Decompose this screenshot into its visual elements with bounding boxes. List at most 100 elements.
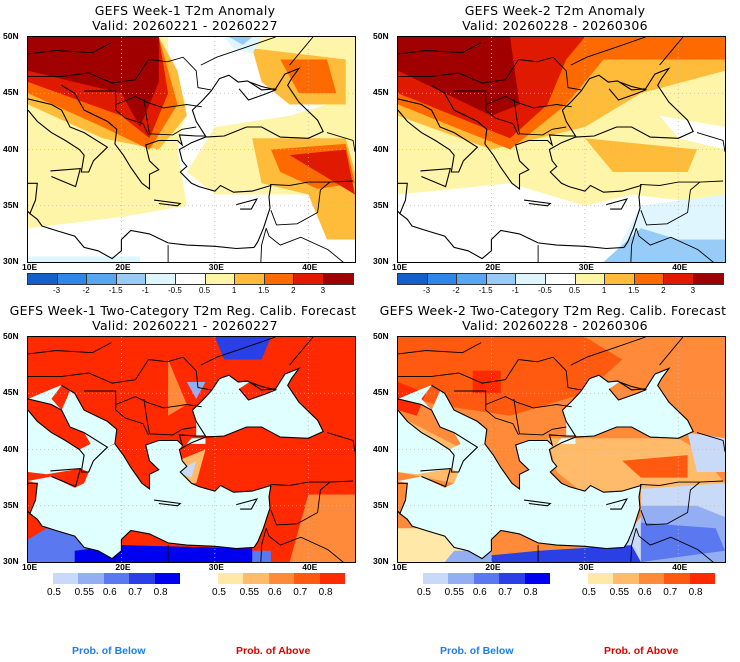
lat-label: 35N — [3, 199, 19, 210]
country-border — [289, 37, 314, 66]
lat-label: 45N — [3, 87, 19, 98]
country-border — [28, 42, 112, 55]
coastline-egypt — [399, 513, 625, 560]
colorbar-tick: 0.5 — [47, 587, 61, 598]
map-canvas — [398, 337, 725, 562]
colorbar-tick: 1 — [601, 286, 607, 295]
country-border — [398, 42, 482, 55]
country-border — [485, 396, 572, 409]
lon-label: 10E — [392, 262, 408, 272]
lon-label: 10E — [22, 562, 38, 572]
colorbar-tick: 1.5 — [628, 286, 640, 295]
shaded-region — [186, 382, 206, 399]
colorbar-swatch — [319, 573, 345, 584]
coastline-sicily — [50, 167, 82, 188]
colorbar-tick: -2 — [452, 286, 460, 295]
legend-prob-above-1: Prob. of Above — [236, 645, 311, 657]
colorbar-swatch — [689, 573, 715, 584]
lon-label: 40E — [302, 262, 318, 272]
country-border — [270, 181, 331, 226]
shaded-region — [289, 149, 355, 195]
colorbar-swatch — [268, 573, 295, 584]
colorbar-swatch — [605, 274, 635, 284]
panel-title: GEFS Week-2 Two-Category T2m Reg. Calib.… — [379, 303, 727, 318]
coastline-cyprus — [236, 198, 259, 210]
colorbar-swatch — [218, 573, 244, 584]
shaded-region — [228, 37, 253, 45]
map-canvas — [28, 337, 355, 562]
colorbar-swatch — [323, 274, 353, 284]
coastline-italy — [398, 398, 479, 473]
country-border — [270, 481, 331, 526]
lon-label: 30E — [208, 562, 224, 572]
country-border — [570, 37, 646, 66]
colorbar-swatch — [116, 274, 147, 284]
colorbar-tick: 0.7 — [663, 587, 678, 598]
colorbar-tick: 0.5 — [568, 286, 581, 295]
prob-below-colorbar — [53, 573, 180, 584]
map-panel-2: GEFS Week-2 T2m Anomaly Valid: 20260228 -… — [370, 0, 740, 300]
shaded-region — [398, 337, 623, 416]
country-border — [28, 342, 112, 355]
country-border — [326, 132, 355, 152]
country-border — [28, 59, 149, 84]
lat-label: 40N — [3, 443, 19, 454]
shaded-region — [289, 494, 355, 562]
lon-label: 20E — [115, 262, 131, 272]
country-border — [143, 398, 197, 436]
country-border — [326, 432, 355, 452]
legend-prob-below-2: Prob. of Below — [440, 645, 514, 657]
panel-title: GEFS Week-1 Two-Category T2m Reg. Calib.… — [9, 303, 357, 318]
colorbar-tick: 0.8 — [318, 587, 333, 598]
colorbar-tick: 1.5 — [258, 286, 270, 295]
country-border — [260, 528, 267, 562]
coastline-balkans — [61, 67, 324, 248]
anomaly-colorbar — [397, 273, 724, 285]
coastline-cyprus — [606, 498, 629, 510]
country-border — [269, 180, 354, 186]
shaded-region — [491, 545, 641, 562]
shaded-region — [224, 37, 262, 54]
colorbar-swatch — [398, 274, 428, 284]
shaded-region — [280, 59, 337, 94]
colorbar-swatch — [146, 274, 176, 284]
lat-label: 30N — [373, 556, 389, 566]
colorbar-swatch — [427, 274, 458, 284]
sea-mask — [562, 368, 694, 439]
colorbar-swatch — [129, 573, 155, 584]
colorbar-swatch — [664, 274, 694, 284]
colorbar-swatch — [154, 573, 180, 584]
colorbar-tick: 2 — [661, 286, 666, 295]
country-border — [696, 432, 725, 452]
colorbar-swatch — [294, 573, 320, 584]
country-border — [84, 90, 149, 136]
colorbar-swatch — [613, 573, 639, 584]
shaded-region — [687, 432, 725, 472]
country-border — [398, 359, 519, 384]
sea-mask — [398, 385, 641, 559]
country-border — [454, 390, 519, 436]
colorbar-tick: -1 — [511, 286, 519, 295]
map-panel-1: GEFS Week-1 T2m Anomaly Valid: 20260221 -… — [0, 0, 370, 300]
coastline-italy — [28, 398, 109, 473]
colorbar-swatch — [693, 274, 723, 284]
colorbar-tick: 0.5 — [417, 587, 431, 598]
lon-label: 40E — [672, 262, 688, 272]
colorbar-tick: 0.6 — [637, 587, 652, 598]
country-border — [289, 337, 314, 366]
colorbar-tick: 0.5 — [198, 286, 211, 295]
coastline-balkans — [431, 67, 694, 248]
colorbar-tick: 0.55 — [239, 587, 260, 598]
lon-label: 10E — [392, 562, 408, 572]
country-border — [265, 228, 344, 262]
country-border — [265, 528, 344, 562]
map-area — [397, 336, 726, 563]
lon-label: 20E — [115, 562, 131, 572]
shaded-region — [28, 256, 141, 262]
colorbar-swatch — [175, 274, 206, 284]
country-border — [630, 528, 637, 562]
panel-title: GEFS Week-2 T2m Anomaly — [464, 3, 646, 18]
country-border — [148, 356, 212, 391]
lat-label: 40N — [373, 143, 389, 154]
colorbar-tick: -1.5 — [478, 286, 493, 295]
